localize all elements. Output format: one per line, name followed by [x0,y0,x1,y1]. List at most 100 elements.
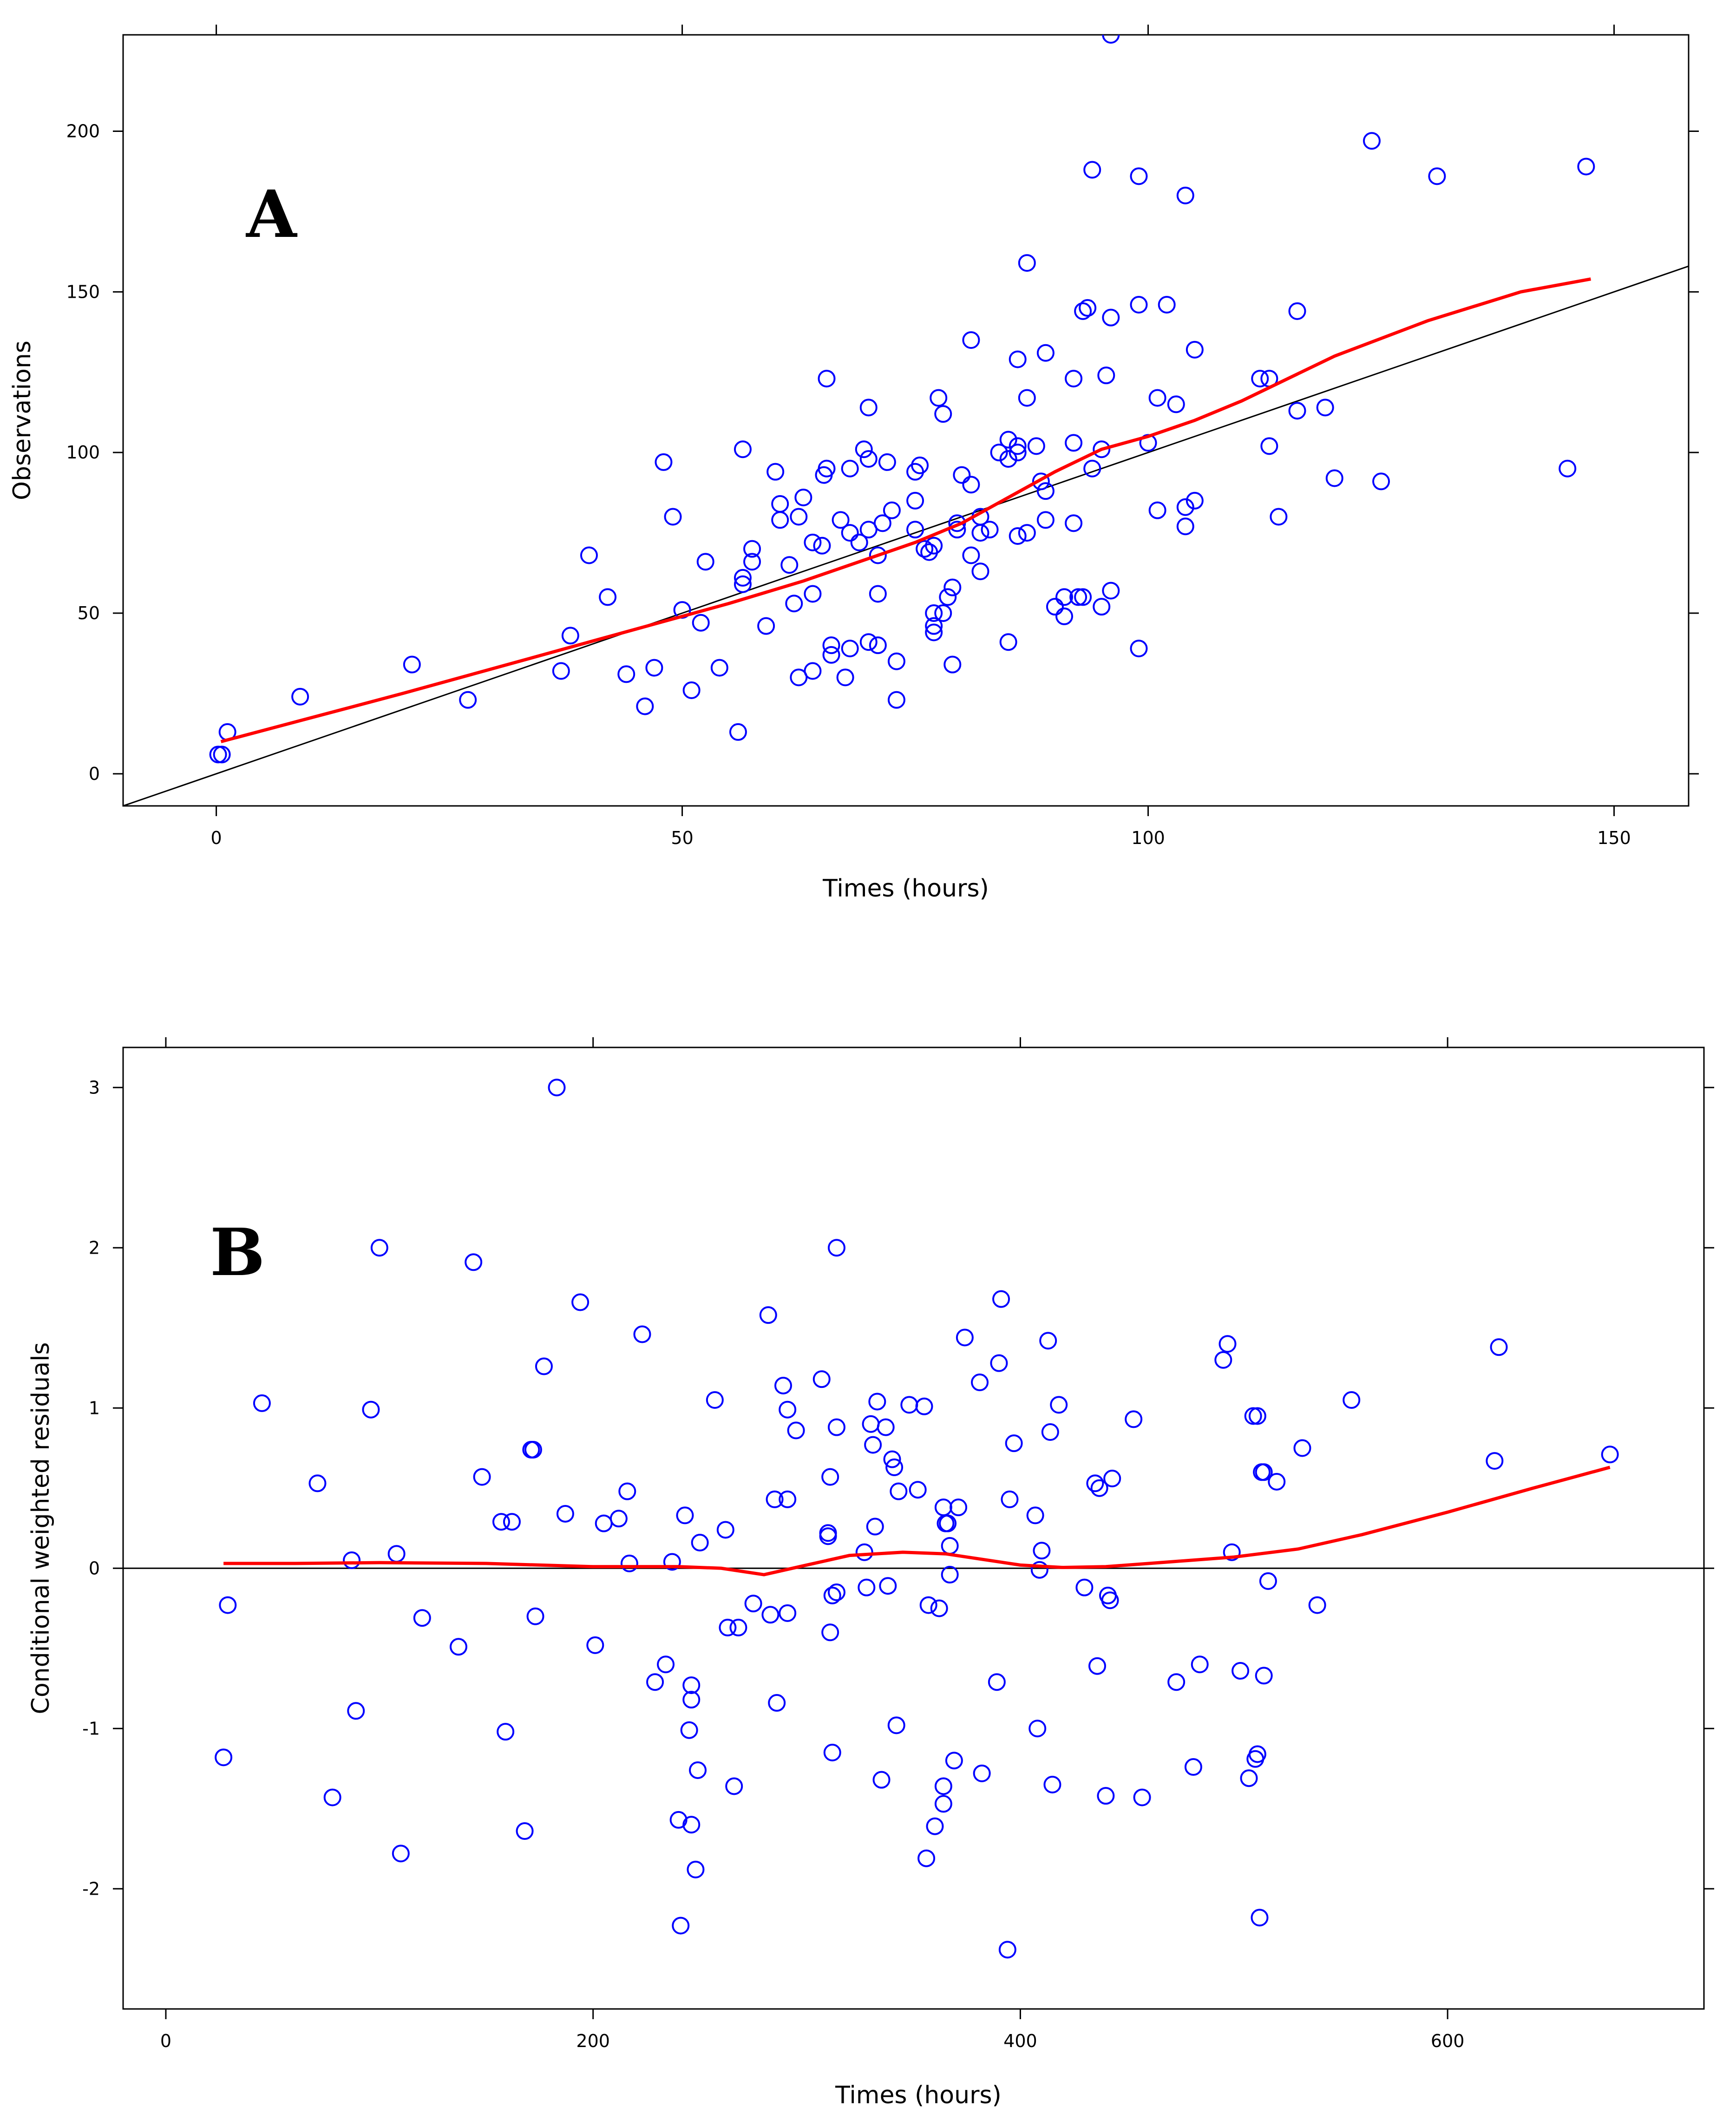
y-tick-label-a: 0 [89,764,100,784]
data-point [819,1527,837,1545]
data-point [757,617,775,635]
data-point [620,1554,638,1572]
data-point [633,1325,651,1343]
data-point [934,1795,952,1813]
data-point [900,1396,918,1414]
data-point [999,431,1017,449]
data-point [1214,1351,1232,1369]
data-point [1018,524,1036,542]
x-tick-label-a: 0 [211,828,222,848]
data-point [473,1468,491,1486]
data-point [821,1623,839,1642]
data-point [971,563,989,581]
data-point [1009,350,1027,368]
data-point [535,1357,553,1375]
data-point [1148,501,1166,519]
data-point [526,1607,544,1625]
data-point [858,1578,876,1596]
data-point [676,1506,694,1524]
data-point [725,1777,743,1795]
data-point [465,1253,483,1271]
data-point [813,536,831,555]
data-point [1103,1470,1121,1488]
data-point [841,524,859,542]
data-point [1039,1332,1057,1350]
data-point [370,1239,388,1257]
data-point [1033,1542,1051,1560]
data-point [926,1817,944,1835]
x-tick-label-a: 150 [1597,828,1631,848]
data-point [887,691,905,709]
data-point [343,1551,361,1569]
data-point [859,633,878,651]
data-point [869,585,887,603]
data-point [497,1723,515,1741]
y-tick-label-b: -2 [82,1878,100,1899]
data-point [716,1521,734,1539]
data-point [827,1583,845,1601]
data-point [1191,1655,1209,1674]
data-point [734,440,752,458]
data-point [850,533,868,551]
data-point [617,665,635,683]
data-point [761,1606,780,1624]
data-point [943,578,962,596]
data-point [387,1545,406,1563]
data-point [1486,1452,1504,1470]
data-point [664,508,682,526]
data-point [779,1400,797,1419]
data-point [1130,296,1148,314]
y-tick-label-b: 2 [89,1237,100,1258]
data-point [561,627,579,645]
data-point [869,546,887,564]
data-point [1343,1391,1361,1409]
ticks-b [113,1037,1714,2019]
data-point [883,1450,901,1468]
data-point [925,604,943,622]
data-point [719,1618,737,1636]
data-point [855,1543,873,1561]
data-point [552,662,570,680]
y-axis-title-b: Conditional weighted residuals [27,1342,55,1714]
data-point [887,1716,905,1734]
data-point [1009,444,1027,462]
data-point [812,1370,831,1388]
data-point [925,623,943,641]
data-point [934,405,952,423]
data-point [973,1764,991,1782]
data-point [729,723,747,741]
data-point [1102,35,1120,44]
data-point [1125,1410,1143,1428]
data-point [1074,588,1092,606]
data-point [1176,517,1194,536]
data-point [1088,1657,1106,1675]
data-point [1251,370,1269,388]
data-point [971,524,989,542]
data-point [1093,598,1111,616]
data-point [941,1566,959,1584]
y-tick-label-a: 100 [66,442,100,463]
x-tick-label-b: 200 [576,2031,610,2051]
data-point [1288,402,1306,420]
x-tick-label-a: 50 [671,828,693,848]
panel-label-b: B [210,1215,265,1291]
data-point [1248,1745,1266,1763]
data-point [1255,1463,1273,1481]
data-point [841,459,859,478]
data-point [1065,514,1083,532]
data-point [879,1577,897,1595]
data-point [873,514,891,532]
data-point [887,652,905,670]
y-axis-title-a: Observations [8,340,36,500]
data-point [841,640,859,658]
data-point [925,536,943,555]
data-point [771,511,789,529]
data-point [1093,440,1111,458]
data-point [682,681,701,699]
data-point [1102,582,1120,600]
data-point [734,569,752,587]
data-point [692,614,710,632]
data-point [1255,1667,1273,1685]
data-point [804,662,822,680]
data-point [672,1917,690,1935]
